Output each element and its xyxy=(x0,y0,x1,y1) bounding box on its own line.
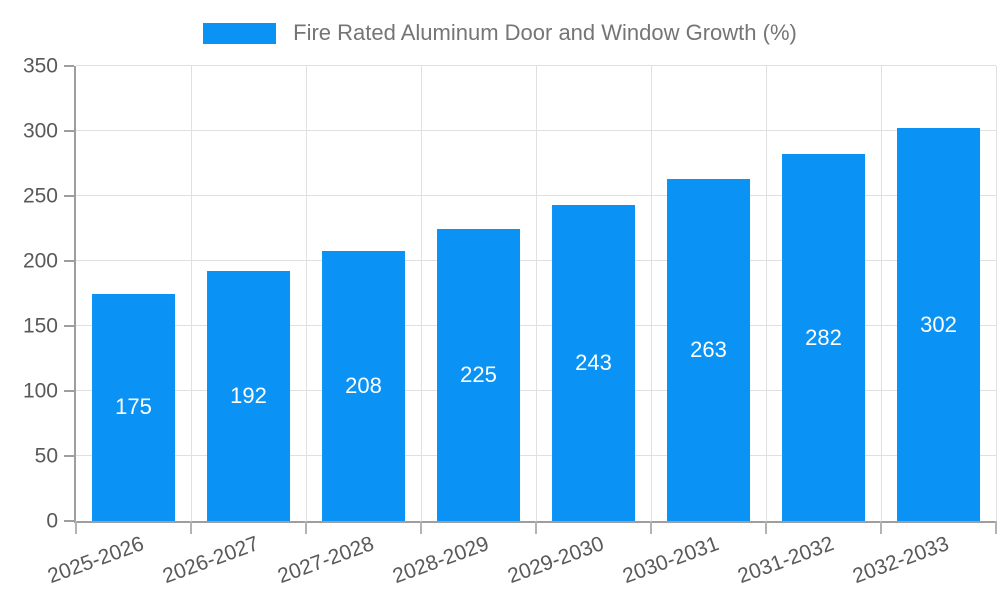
y-axis-tick xyxy=(64,65,74,67)
bar-value-label: 175 xyxy=(115,394,152,420)
y-axis-tick xyxy=(64,390,74,392)
x-tick-label: 2027-2028 xyxy=(274,532,378,589)
gridline-vertical xyxy=(881,66,882,521)
y-tick-label: 350 xyxy=(22,54,58,78)
x-tick-label: 2029-2030 xyxy=(504,532,608,589)
y-axis-tick xyxy=(64,195,74,197)
bar: 243 xyxy=(551,205,636,521)
x-axis-tick xyxy=(75,521,77,534)
x-tick-label: 2026-2027 xyxy=(159,532,263,589)
y-axis-tick xyxy=(64,260,74,262)
bar-value-label: 225 xyxy=(460,361,497,387)
gridline-vertical xyxy=(306,66,307,521)
bar-value-label: 263 xyxy=(690,337,727,363)
bar: 302 xyxy=(896,128,981,521)
legend: Fire Rated Aluminum Door and Window Grow… xyxy=(0,20,1000,46)
bar-value-label: 302 xyxy=(920,311,957,337)
bar-value-label: 192 xyxy=(230,383,267,409)
bar: 192 xyxy=(206,271,291,521)
y-tick-label: 100 xyxy=(22,379,58,403)
x-tick-label: 2032-2033 xyxy=(849,532,953,589)
legend-label: Fire Rated Aluminum Door and Window Grow… xyxy=(293,20,797,45)
x-tick-label: 2031-2032 xyxy=(734,532,838,589)
y-tick-label: 0 xyxy=(46,509,58,533)
bar-value-label: 208 xyxy=(345,372,382,398)
x-tick-label: 2025-2026 xyxy=(44,532,148,589)
bar-value-label: 243 xyxy=(575,350,612,376)
x-tick-label: 2028-2029 xyxy=(389,532,493,589)
y-tick-label: 300 xyxy=(22,119,58,143)
gridline-vertical xyxy=(536,66,537,521)
x-axis-tick xyxy=(765,521,767,534)
bar: 263 xyxy=(666,179,751,521)
y-axis-tick xyxy=(64,130,74,132)
y-axis-tick xyxy=(64,455,74,457)
x-axis-tick xyxy=(880,521,882,534)
x-axis-tick xyxy=(190,521,192,534)
y-tick-label: 250 xyxy=(22,184,58,208)
y-tick-label: 50 xyxy=(34,444,58,468)
y-tick-label: 150 xyxy=(22,314,58,338)
gridline-vertical xyxy=(191,66,192,521)
bar-value-label: 282 xyxy=(805,324,842,350)
x-axis-tick xyxy=(535,521,537,534)
x-axis-labels: 2025-2026 2026-2027 2027-2028 2028-2029 2029… xyxy=(45,521,996,598)
x-axis-tick xyxy=(420,521,422,534)
gridline-vertical xyxy=(996,66,997,521)
y-tick-label: 200 xyxy=(22,249,58,273)
plot-area: 0 50 100 150 200 250 300 350 175 192 208 225 243 263 2… xyxy=(23,56,997,588)
bar: 225 xyxy=(436,228,521,521)
legend-swatch xyxy=(203,22,277,44)
bar: 175 xyxy=(91,293,176,521)
gridline-vertical xyxy=(766,66,767,521)
y-axis-tick xyxy=(64,520,74,522)
x-axis-tick xyxy=(305,521,307,534)
x-axis-tick xyxy=(995,521,997,534)
gridline-vertical xyxy=(651,66,652,521)
bar: 208 xyxy=(321,250,406,521)
gridline-vertical xyxy=(421,66,422,521)
x-axis-tick xyxy=(650,521,652,534)
gridline-horizontal xyxy=(76,65,996,66)
y-axis-tick xyxy=(64,325,74,327)
x-tick-label: 2030-2031 xyxy=(619,532,723,589)
bar: 282 xyxy=(781,154,866,521)
